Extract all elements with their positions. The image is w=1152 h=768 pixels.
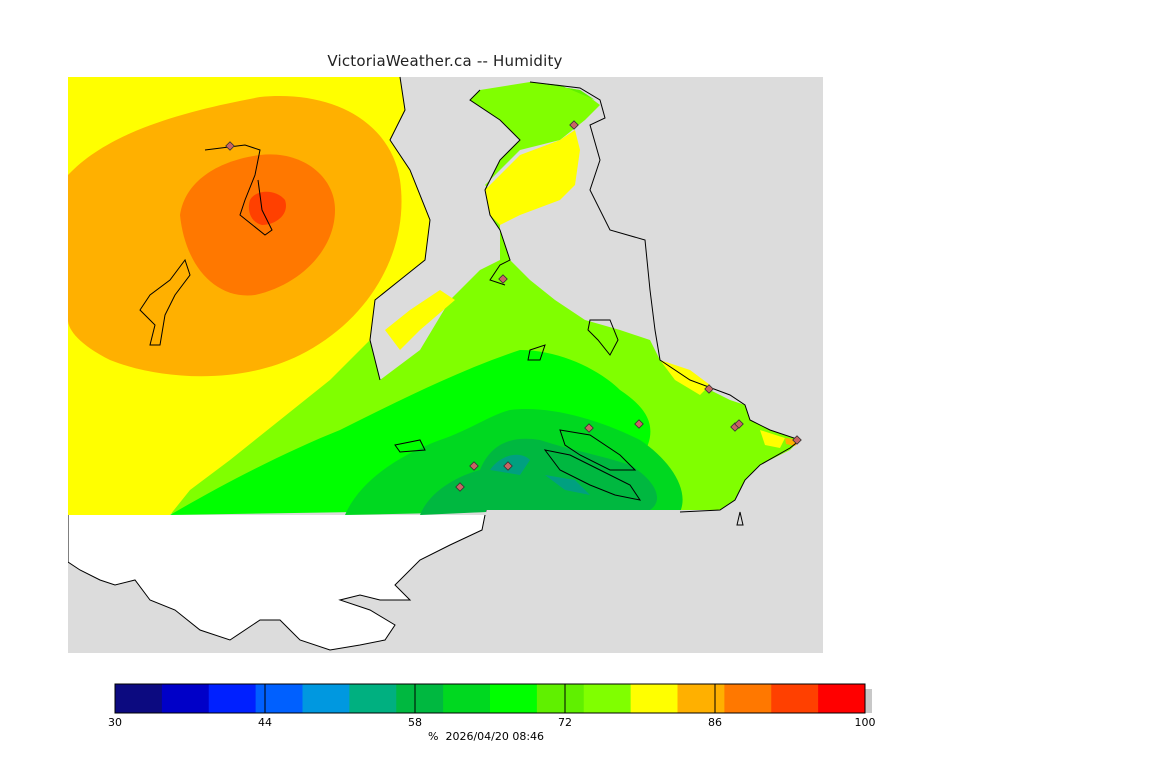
color-scale-cell bbox=[630, 684, 678, 713]
chart-title: VictoriaWeather.ca -- Humidity bbox=[327, 52, 563, 70]
unit-label: % bbox=[428, 730, 439, 743]
color-scale-cell bbox=[208, 684, 257, 713]
station-marker bbox=[584, 423, 594, 433]
color-scale-cell bbox=[818, 684, 866, 713]
scale-tick-label: 30 bbox=[108, 716, 122, 729]
color-scale-cell bbox=[443, 684, 491, 713]
color-scale-cell bbox=[490, 684, 538, 713]
color-scale-cell bbox=[536, 684, 585, 713]
station-marker bbox=[634, 419, 644, 429]
weather-stations bbox=[225, 120, 802, 492]
station-marker bbox=[225, 141, 235, 151]
scale-tick-label: 44 bbox=[258, 716, 272, 729]
station-marker bbox=[569, 120, 579, 130]
color-scale-cells bbox=[115, 684, 866, 713]
coastlines bbox=[139, 76, 802, 526]
scale-tick-label: 86 bbox=[708, 716, 722, 729]
station-marker bbox=[503, 461, 513, 471]
color-scale-cell bbox=[771, 684, 819, 713]
station-marker bbox=[455, 482, 465, 492]
station-marker bbox=[469, 461, 479, 471]
color-scale-cell bbox=[349, 684, 397, 713]
color-scale-cell bbox=[161, 684, 210, 713]
timestamp: 2026/04/20 08:46 bbox=[445, 730, 545, 743]
humidity-map bbox=[68, 76, 823, 653]
color-scale-cell bbox=[115, 684, 163, 713]
color-scale-cell bbox=[302, 684, 350, 713]
station-marker bbox=[704, 384, 714, 394]
color-scale-cell bbox=[724, 684, 772, 713]
scale-tick-label: 100 bbox=[854, 716, 876, 729]
station-marker bbox=[734, 419, 744, 429]
scale-tick-label: 58 bbox=[408, 716, 422, 729]
scale-tick-label: 72 bbox=[558, 716, 572, 729]
station-marker bbox=[792, 435, 802, 445]
humidity-field bbox=[68, 77, 823, 515]
color-scale-ticks bbox=[264, 684, 716, 713]
color-scale-cell bbox=[583, 684, 632, 713]
color-scale-cell bbox=[677, 684, 725, 713]
southern-land bbox=[68, 509, 487, 651]
color-scale-cell bbox=[396, 684, 444, 713]
station-marker bbox=[498, 274, 508, 284]
color-scale-cell bbox=[255, 684, 303, 713]
legend-footer: % 2026/04/20 08:46 bbox=[428, 730, 544, 743]
